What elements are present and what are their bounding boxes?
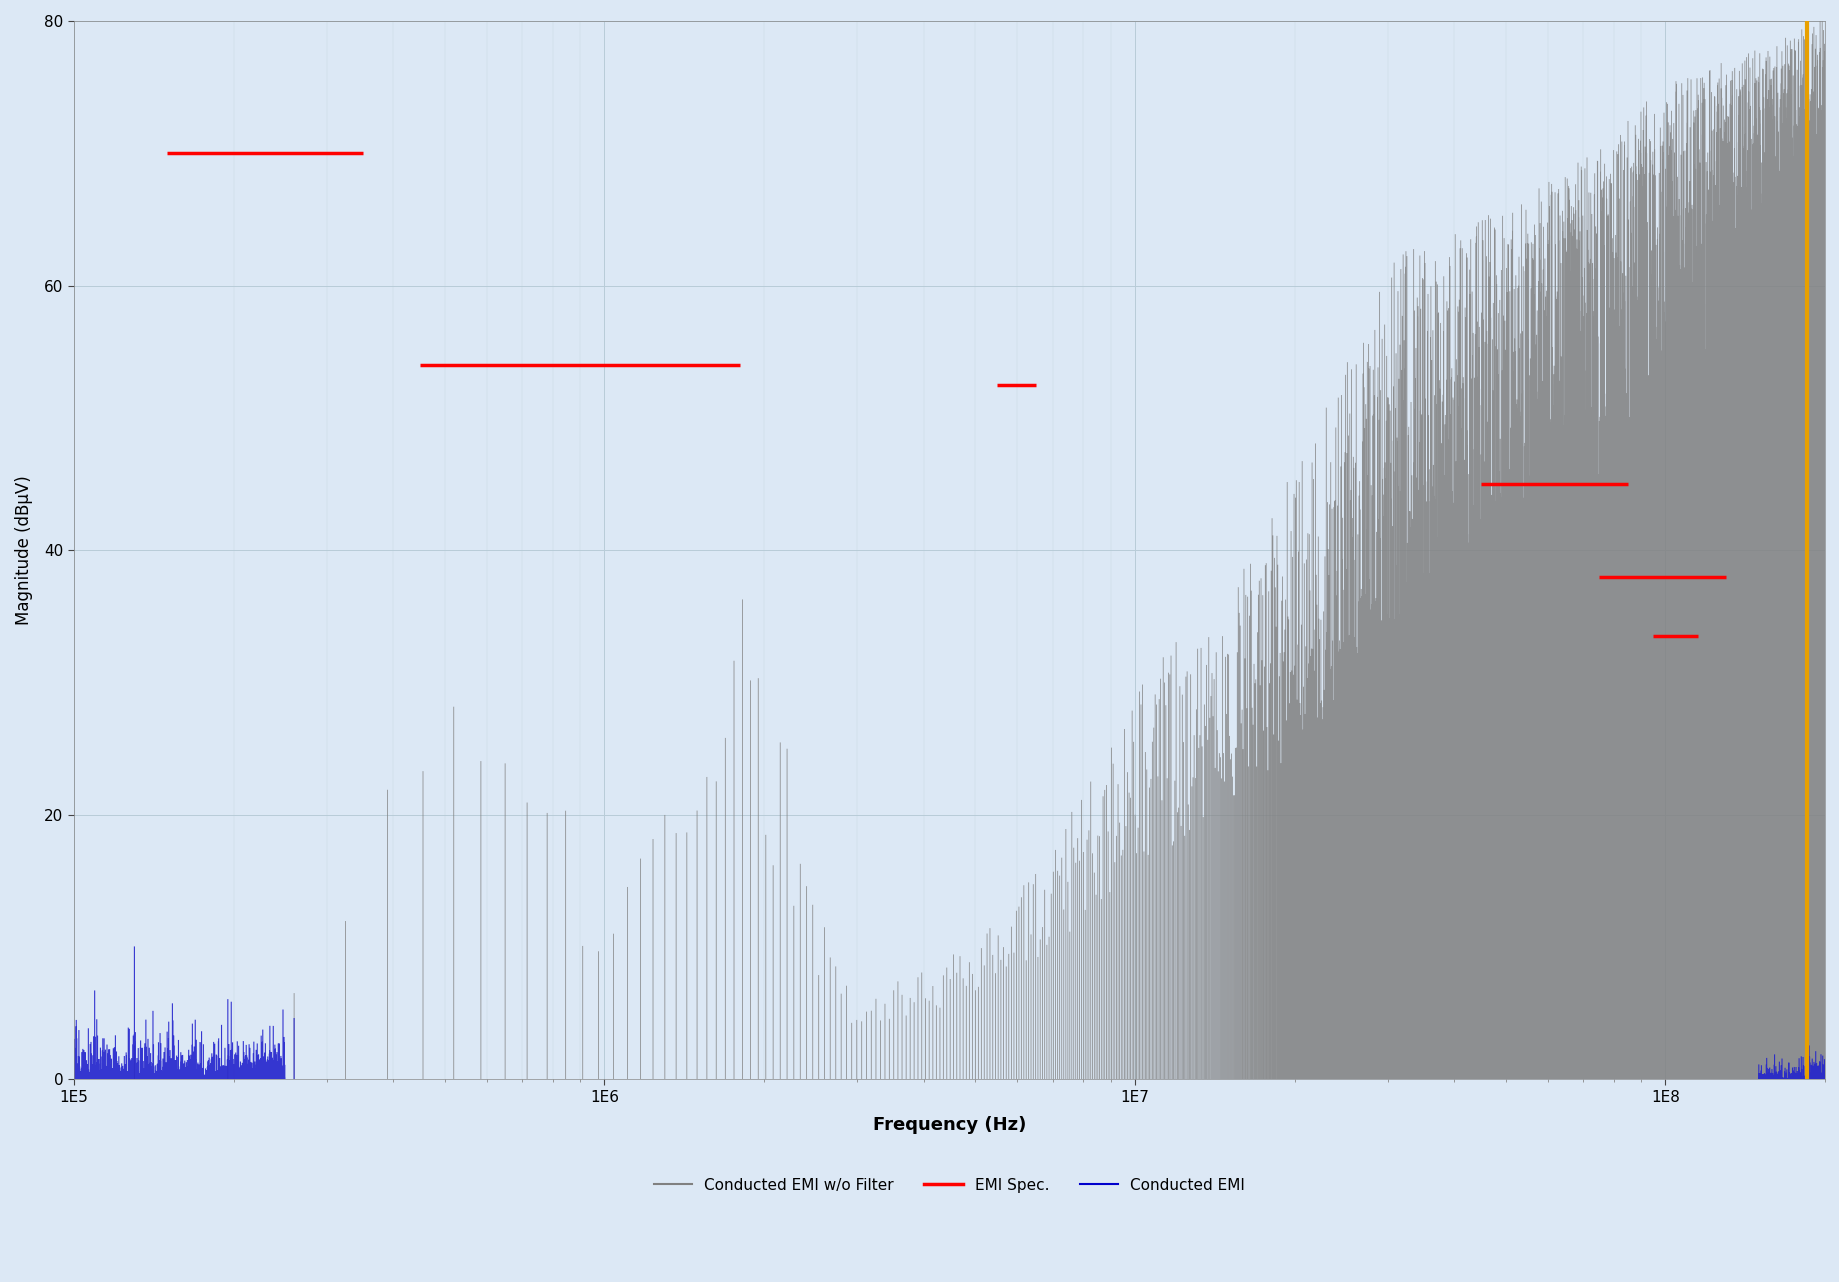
Legend: Conducted EMI w/o Filter, EMI Spec., Conducted EMI: Conducted EMI w/o Filter, EMI Spec., Con…: [647, 1172, 1251, 1199]
X-axis label: Frequency (Hz): Frequency (Hz): [872, 1115, 1026, 1133]
Y-axis label: Magnitude (dBµV): Magnitude (dBµV): [15, 476, 33, 626]
